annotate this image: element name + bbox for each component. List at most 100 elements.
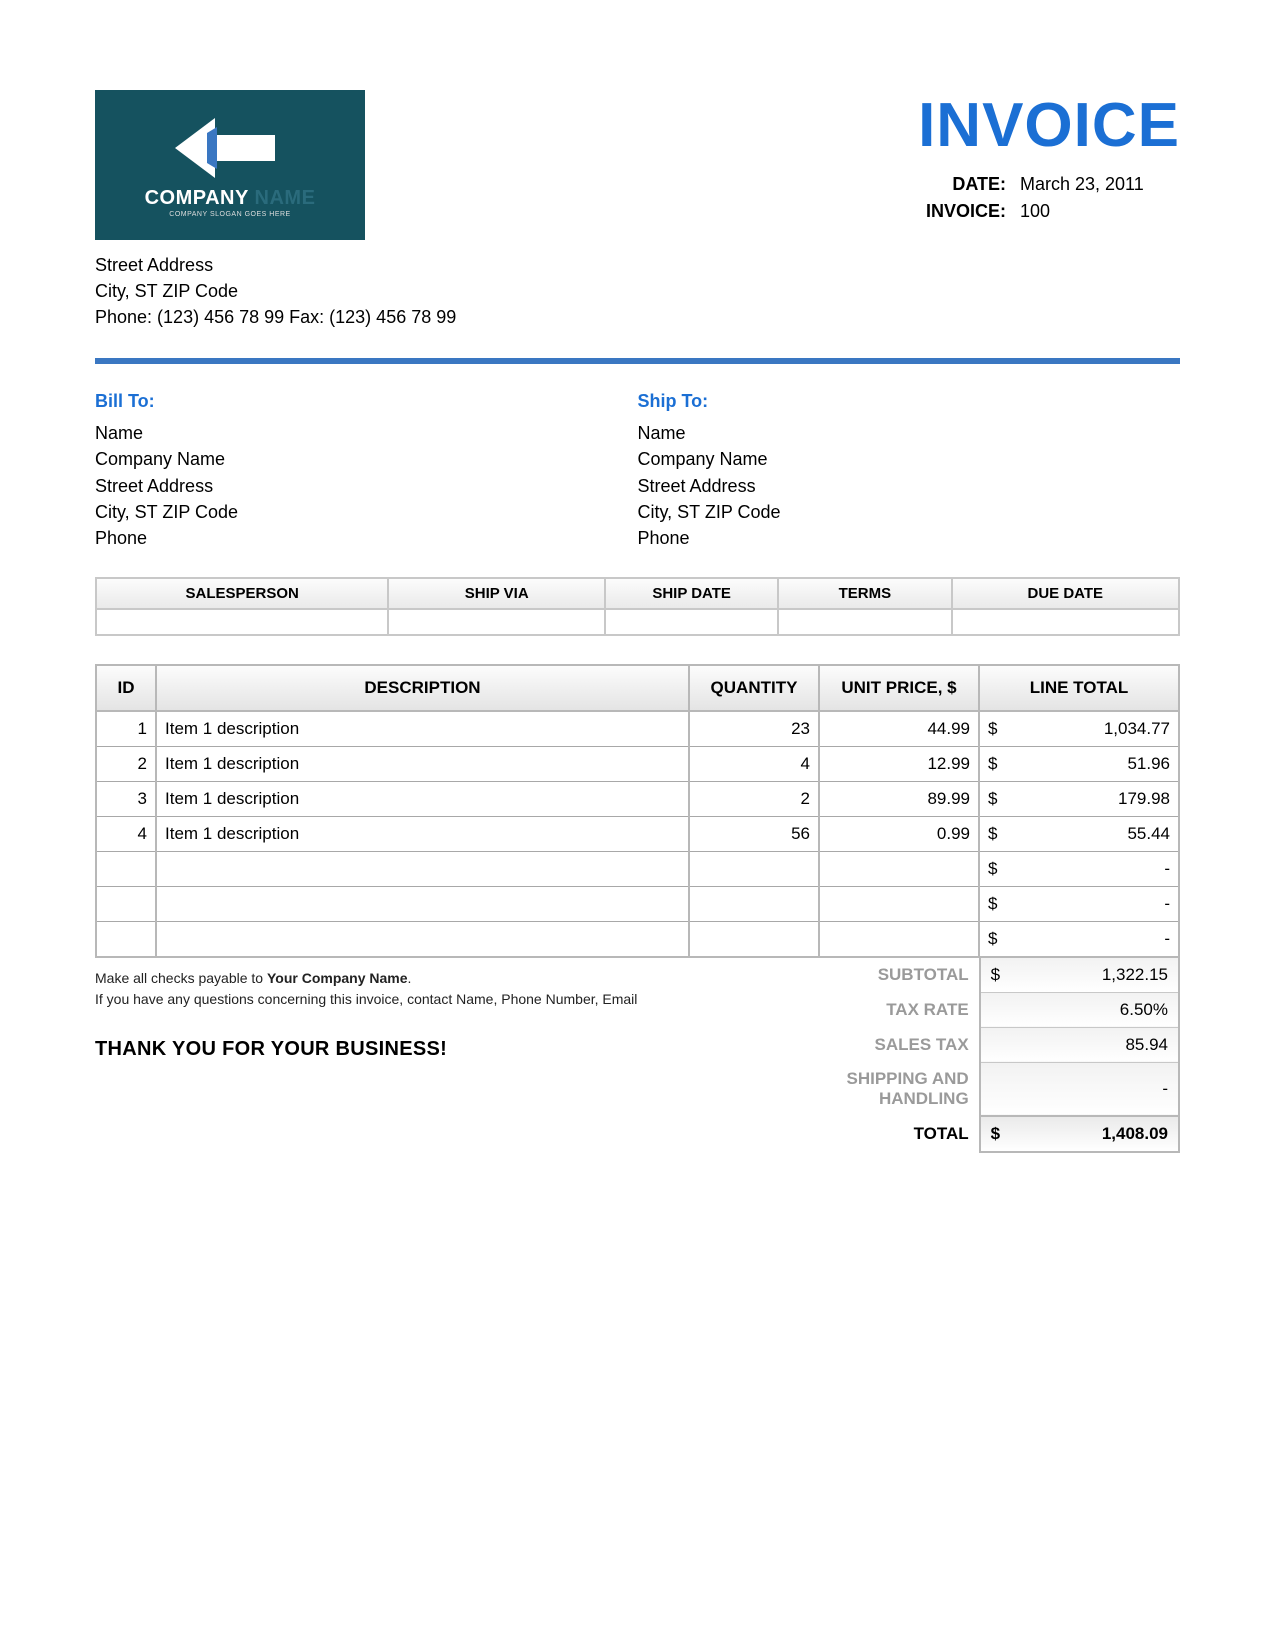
item-price: 0.99	[819, 816, 979, 851]
item-total-empty: $-	[979, 921, 1179, 957]
ship-to-name: Name	[638, 420, 1181, 446]
header: COMPANY NAME COMPANY SLOGAN GOES HERE St…	[95, 90, 1180, 330]
questions-note: If you have any questions concerning thi…	[95, 989, 800, 1010]
item-qty: 23	[689, 711, 819, 747]
table-row: $-	[96, 921, 1179, 957]
item-qty: 56	[689, 816, 819, 851]
summary-table: SUBTOTAL $1,322.15 TAX RATE 6.50% SALES …	[820, 958, 1180, 1154]
header-right: INVOICE DATE: March 23, 2011 INVOICE: 10…	[896, 90, 1180, 225]
item-desc: Item 1 description	[156, 746, 689, 781]
ship-to-street: Street Address	[638, 473, 1181, 499]
shipping-meta-table: SALESPERSONSHIP VIASHIP DATETERMSDUE DAT…	[95, 577, 1180, 636]
footer-left: Make all checks payable to Your Company …	[95, 958, 820, 1154]
table-row: $-	[96, 851, 1179, 886]
ship-to-company: Company Name	[638, 446, 1181, 472]
sender-line1: Street Address	[95, 252, 456, 278]
bill-to-street: Street Address	[95, 473, 638, 499]
shipmeta-cell	[388, 609, 605, 635]
bill-to-city: City, ST ZIP Code	[95, 499, 638, 525]
item-price: 44.99	[819, 711, 979, 747]
item-price: 89.99	[819, 781, 979, 816]
payable-note: Make all checks payable to Your Company …	[95, 968, 800, 989]
ship-to-title: Ship To:	[638, 388, 1181, 414]
payable-company: Your Company Name	[267, 970, 408, 986]
ship-to-city: City, ST ZIP Code	[638, 499, 1181, 525]
subtotal-value: $1,322.15	[980, 958, 1179, 993]
ship-to-phone: Phone	[638, 525, 1181, 551]
thanks-message: THANK YOU FOR YOUR BUSINESS!	[95, 1038, 800, 1061]
shipmeta-cell	[605, 609, 778, 635]
taxrate-value: 6.50%	[980, 992, 1179, 1027]
items-header-qty: QUANTITY	[689, 665, 819, 711]
item-total-empty: $-	[979, 886, 1179, 921]
item-qty: 2	[689, 781, 819, 816]
bill-to-name: Name	[95, 420, 638, 446]
taxrate-label: TAX RATE	[820, 992, 980, 1027]
sender-address: Street Address City, ST ZIP Code Phone: …	[95, 252, 456, 330]
payable-prefix: Make all checks payable to	[95, 970, 267, 986]
company-logo: COMPANY NAME COMPANY SLOGAN GOES HERE	[95, 90, 365, 240]
bill-to-block: Bill To: Name Company Name Street Addres…	[95, 388, 638, 551]
items-table: ID DESCRIPTION QUANTITY UNIT PRICE, $ LI…	[95, 664, 1180, 958]
date-value: March 23, 2011	[1020, 171, 1180, 198]
item-total: $55.44	[979, 816, 1179, 851]
shipmeta-cell	[952, 609, 1179, 635]
item-id: 2	[96, 746, 156, 781]
item-desc: Item 1 description	[156, 816, 689, 851]
bill-to-title: Bill To:	[95, 388, 638, 414]
invoice-number-value: 100	[1020, 198, 1180, 225]
logo-text-suffix: NAME	[255, 187, 316, 209]
invoice-meta: DATE: March 23, 2011 INVOICE: 100	[896, 171, 1180, 225]
shipmeta-header: TERMS	[778, 578, 951, 609]
table-row: 1Item 1 description2344.99$1,034.77	[96, 711, 1179, 747]
salestax-label: SALES TAX	[820, 1027, 980, 1062]
item-total: $1,034.77	[979, 711, 1179, 747]
item-price: 12.99	[819, 746, 979, 781]
total-label: TOTAL	[820, 1116, 980, 1152]
item-total: $179.98	[979, 781, 1179, 816]
items-header-desc: DESCRIPTION	[156, 665, 689, 711]
logo-slogan: COMPANY SLOGAN GOES HERE	[169, 211, 290, 218]
shipmeta-cell	[778, 609, 951, 635]
invoice-title: INVOICE	[896, 90, 1180, 161]
date-label: DATE:	[896, 171, 1006, 198]
sender-line3: Phone: (123) 456 78 99 Fax: (123) 456 78…	[95, 304, 456, 330]
total-value: $1,408.09	[980, 1116, 1179, 1152]
arrow-icon	[175, 113, 285, 183]
item-id: 1	[96, 711, 156, 747]
logo-text-main: COMPANY	[145, 187, 249, 209]
payable-suffix: .	[408, 970, 412, 986]
ship-to-block: Ship To: Name Company Name Street Addres…	[638, 388, 1181, 551]
table-row: 3Item 1 description289.99$179.98	[96, 781, 1179, 816]
table-row: 2Item 1 description412.99$51.96	[96, 746, 1179, 781]
items-header-total: LINE TOTAL	[979, 665, 1179, 711]
item-id: 4	[96, 816, 156, 851]
shipmeta-header: SALESPERSON	[96, 578, 388, 609]
shipmeta-header: SHIP VIA	[388, 578, 605, 609]
invoice-number-label: INVOICE:	[896, 198, 1006, 225]
bill-to-phone: Phone	[95, 525, 638, 551]
item-desc: Item 1 description	[156, 711, 689, 747]
shipmeta-cell	[96, 609, 388, 635]
item-total-empty: $-	[979, 851, 1179, 886]
footer-row: Make all checks payable to Your Company …	[95, 958, 1180, 1154]
items-header-id: ID	[96, 665, 156, 711]
bill-to-company: Company Name	[95, 446, 638, 472]
shipping-value: -	[980, 1062, 1179, 1116]
item-qty: 4	[689, 746, 819, 781]
item-desc: Item 1 description	[156, 781, 689, 816]
items-header-price: UNIT PRICE, $	[819, 665, 979, 711]
item-id: 3	[96, 781, 156, 816]
logo-company-name: COMPANY NAME	[145, 187, 316, 210]
shipping-label: SHIPPING AND HANDLING	[820, 1062, 980, 1116]
shipmeta-header: SHIP DATE	[605, 578, 778, 609]
table-row: $-	[96, 886, 1179, 921]
address-block: Bill To: Name Company Name Street Addres…	[95, 388, 1180, 551]
subtotal-label: SUBTOTAL	[820, 958, 980, 993]
table-row: 4Item 1 description560.99$55.44	[96, 816, 1179, 851]
sender-line2: City, ST ZIP Code	[95, 278, 456, 304]
header-divider	[95, 358, 1180, 364]
shipmeta-header: DUE DATE	[952, 578, 1179, 609]
item-total: $51.96	[979, 746, 1179, 781]
header-left: COMPANY NAME COMPANY SLOGAN GOES HERE St…	[95, 90, 456, 330]
